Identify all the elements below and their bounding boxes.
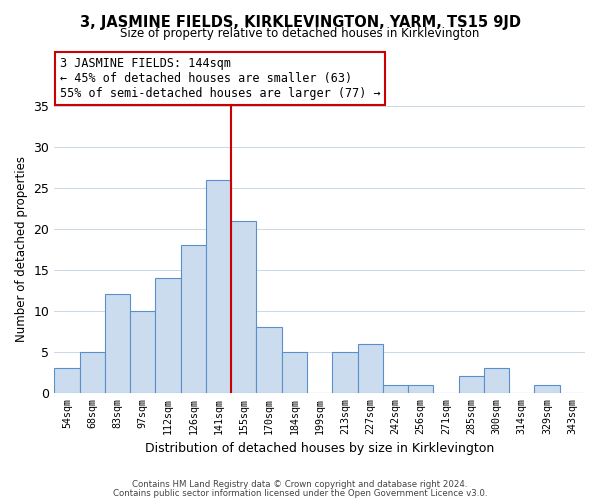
Text: Size of property relative to detached houses in Kirklevington: Size of property relative to detached ho…: [121, 28, 479, 40]
Bar: [458, 376, 484, 393]
Bar: [535, 384, 560, 393]
Bar: [105, 294, 130, 393]
Bar: [332, 352, 358, 393]
Bar: [256, 327, 282, 393]
Bar: [383, 384, 408, 393]
Text: 3 JASMINE FIELDS: 144sqm
← 45% of detached houses are smaller (63)
55% of semi-d: 3 JASMINE FIELDS: 144sqm ← 45% of detach…: [59, 57, 380, 100]
Bar: [408, 384, 433, 393]
X-axis label: Distribution of detached houses by size in Kirklevington: Distribution of detached houses by size …: [145, 442, 494, 455]
Bar: [181, 245, 206, 393]
Bar: [155, 278, 181, 393]
Bar: [358, 344, 383, 393]
Bar: [484, 368, 509, 393]
Text: 3, JASMINE FIELDS, KIRKLEVINGTON, YARM, TS15 9JD: 3, JASMINE FIELDS, KIRKLEVINGTON, YARM, …: [79, 15, 521, 30]
Bar: [54, 368, 80, 393]
Bar: [130, 311, 155, 393]
Bar: [231, 220, 256, 393]
Bar: [80, 352, 105, 393]
Bar: [282, 352, 307, 393]
Bar: [206, 180, 231, 393]
Text: Contains HM Land Registry data © Crown copyright and database right 2024.: Contains HM Land Registry data © Crown c…: [132, 480, 468, 489]
Text: Contains public sector information licensed under the Open Government Licence v3: Contains public sector information licen…: [113, 488, 487, 498]
Y-axis label: Number of detached properties: Number of detached properties: [15, 156, 28, 342]
